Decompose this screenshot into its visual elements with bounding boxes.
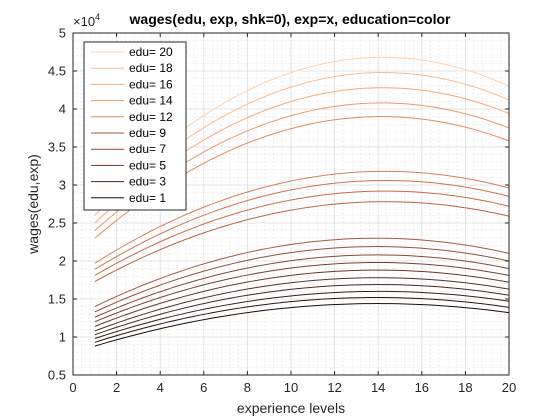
legend-entry: edu= 16	[91, 77, 173, 91]
y-tick-label: 5	[59, 26, 66, 41]
legend-label: edu= 7	[129, 142, 166, 156]
x-tick-label: 12	[327, 380, 341, 395]
legend-entry: edu= 20	[91, 45, 173, 59]
y-tick-label: 4.5	[48, 64, 66, 79]
y-axis-label: wages(edu,exp)	[25, 154, 41, 255]
y-tick-label: 2	[59, 254, 66, 269]
legend-label: edu= 18	[129, 61, 173, 75]
x-tick-label: 18	[458, 380, 472, 395]
legend-entry: edu= 7	[91, 142, 166, 156]
legend-entry: edu= 9	[91, 126, 166, 140]
legend-label: edu= 16	[129, 77, 173, 91]
legend-entry: edu= 3	[91, 175, 166, 189]
y-tick-label: 4	[59, 102, 66, 117]
series-line	[94, 190, 510, 276]
series-line	[94, 201, 510, 282]
series-line	[94, 262, 510, 323]
legend-entry: edu= 12	[91, 110, 173, 124]
x-tick-label: 0	[69, 380, 76, 395]
legend-label: edu= 3	[129, 175, 166, 189]
legend-label: edu= 9	[129, 126, 166, 140]
y-tick-label: 0.5	[48, 368, 66, 383]
series-line	[94, 170, 510, 264]
series-line	[94, 237, 510, 308]
legend-entries: edu= 20 edu= 18 edu= 16 edu= 14 edu= 12 edu= …	[91, 45, 173, 205]
y-tick-labels: 0.5 1 1.5 2 2.5 3 3.5 4 4.5 5	[48, 26, 66, 383]
legend-label: edu= 12	[129, 110, 173, 124]
y-exponent-label: ×104	[73, 12, 100, 29]
y-tick-label: 1.5	[48, 292, 66, 307]
series-line	[94, 269, 510, 327]
y-tick-label: 2.5	[48, 216, 66, 231]
x-tick-label: 8	[244, 380, 251, 395]
series-line	[94, 277, 510, 332]
chart-title: wages(edu, exp, shk=0), exp=x, education…	[129, 11, 451, 27]
x-tick-label: 20	[502, 380, 516, 395]
legend-entry: edu= 14	[91, 94, 173, 108]
legend: edu= 20 edu= 18 edu= 16 edu= 14 edu= 12 edu= …	[83, 41, 187, 211]
legend-label: edu= 14	[129, 94, 173, 108]
legend-label: edu= 5	[129, 158, 166, 172]
series-lines	[94, 56, 510, 347]
legend-entry: edu= 5	[91, 158, 166, 172]
x-tick-label: 6	[200, 380, 207, 395]
series-line	[94, 290, 510, 339]
legend-entry: edu= 18	[91, 61, 173, 75]
x-tick-label: 10	[284, 380, 298, 395]
series-line	[94, 246, 510, 313]
legend-entry: edu= 1	[91, 191, 166, 205]
series-line	[94, 254, 510, 318]
tick-marks	[72, 32, 510, 376]
y-tick-label: 3.5	[48, 140, 66, 155]
legend-label: edu= 1	[129, 191, 166, 205]
series-line	[94, 303, 510, 347]
series-line	[94, 296, 510, 343]
y-tick-label: 3	[59, 178, 66, 193]
x-tick-label: 2	[113, 380, 120, 395]
x-tick-label: 14	[371, 380, 385, 395]
x-tick-label: 16	[415, 380, 429, 395]
x-axis-label: experience levels	[237, 400, 345, 416]
x-tick-label: 4	[157, 380, 164, 395]
series-line	[94, 284, 510, 336]
x-tick-labels: 0 2 4 6 8 10 12 14 16 18 20	[69, 380, 516, 395]
series-line	[94, 179, 510, 270]
legend-label: edu= 20	[129, 45, 173, 59]
y-tick-label: 1	[59, 330, 66, 345]
